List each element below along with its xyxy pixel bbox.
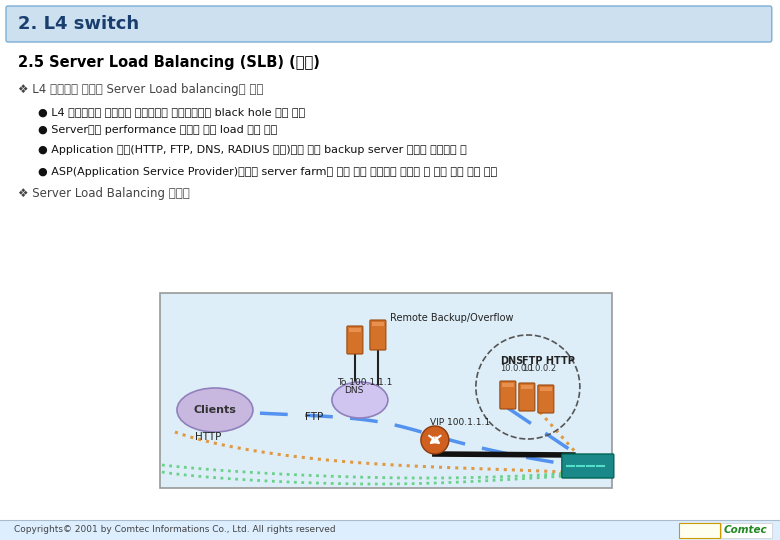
Bar bbox=[521, 385, 533, 389]
Bar bbox=[372, 322, 384, 326]
FancyBboxPatch shape bbox=[679, 523, 720, 537]
Bar bbox=[160, 293, 612, 488]
Text: To 100.1.1.1: To 100.1.1.1 bbox=[337, 378, 392, 387]
Text: FTP: FTP bbox=[305, 412, 323, 422]
Text: Remote Backup/Overflow: Remote Backup/Overflow bbox=[390, 313, 513, 323]
FancyBboxPatch shape bbox=[500, 381, 516, 409]
Text: FTP HTTP: FTP HTTP bbox=[522, 356, 575, 366]
Text: ❖ Server Load Balancing 개념도: ❖ Server Load Balancing 개념도 bbox=[18, 186, 190, 199]
Text: Copyrights© 2001 by Comtec Informations Co., Ltd. All rights reserved: Copyrights© 2001 by Comtec Informations … bbox=[14, 525, 335, 535]
Circle shape bbox=[370, 395, 383, 408]
Circle shape bbox=[230, 404, 246, 420]
Text: DNS: DNS bbox=[344, 386, 363, 395]
Text: 10.0.0.1: 10.0.0.1 bbox=[500, 364, 534, 373]
FancyBboxPatch shape bbox=[347, 326, 363, 354]
Text: ● ASP(Application Service Provider)들에게 server farm을 통한 대형 사이트를 구축할 수 있는 핵심 기술 제공: ● ASP(Application Service Provider)들에게 s… bbox=[38, 167, 497, 177]
Text: HTTP: HTTP bbox=[195, 432, 222, 442]
FancyBboxPatch shape bbox=[519, 383, 535, 411]
Circle shape bbox=[337, 395, 349, 408]
Text: DNS: DNS bbox=[500, 356, 523, 366]
FancyBboxPatch shape bbox=[538, 385, 554, 413]
Circle shape bbox=[363, 387, 379, 403]
Ellipse shape bbox=[332, 382, 388, 418]
Text: 10.0.0.2: 10.0.0.2 bbox=[522, 364, 556, 373]
Bar bbox=[349, 328, 361, 332]
Text: ● Application 서버(HTTP, FTP, DNS, RADIUS 등등)들에 대한 backup server 구성을 용이하게 함: ● Application 서버(HTTP, FTP, DNS, RADIUS … bbox=[38, 145, 466, 155]
Circle shape bbox=[190, 394, 210, 413]
Bar bbox=[0, 520, 780, 540]
Text: ● L4 스위치에서 서버들을 지속적으로 감시함으로써 black hole 현상 방지: ● L4 스위치에서 서버들을 지속적으로 감시함으로써 black hole … bbox=[38, 107, 305, 117]
Circle shape bbox=[353, 384, 367, 398]
Bar bbox=[502, 383, 514, 387]
Circle shape bbox=[341, 387, 356, 403]
Text: ❖ L4 스위치를 이용한 Server Load balancing의 이점: ❖ L4 스위치를 이용한 Server Load balancing의 이점 bbox=[18, 83, 264, 96]
Circle shape bbox=[206, 390, 224, 408]
FancyBboxPatch shape bbox=[370, 320, 386, 350]
Circle shape bbox=[220, 394, 240, 413]
FancyBboxPatch shape bbox=[6, 6, 771, 42]
Text: ● Server들의 performance 변화에 따른 load 분배 가능: ● Server들의 performance 변화에 따른 load 분배 가능 bbox=[38, 125, 277, 135]
FancyBboxPatch shape bbox=[562, 454, 614, 478]
Bar bbox=[540, 387, 551, 391]
FancyBboxPatch shape bbox=[722, 523, 772, 537]
Circle shape bbox=[421, 426, 448, 454]
Text: VIP 100.1.1.1: VIP 100.1.1.1 bbox=[430, 418, 490, 427]
Text: 2.5 Server Load Balancing (SLB) (계속): 2.5 Server Load Balancing (SLB) (계속) bbox=[18, 56, 320, 71]
Text: Clients: Clients bbox=[193, 405, 236, 415]
Circle shape bbox=[184, 404, 200, 420]
Text: Comtec: Comtec bbox=[724, 525, 768, 535]
Ellipse shape bbox=[177, 388, 253, 432]
Text: 2. L4 switch: 2. L4 switch bbox=[18, 15, 139, 33]
